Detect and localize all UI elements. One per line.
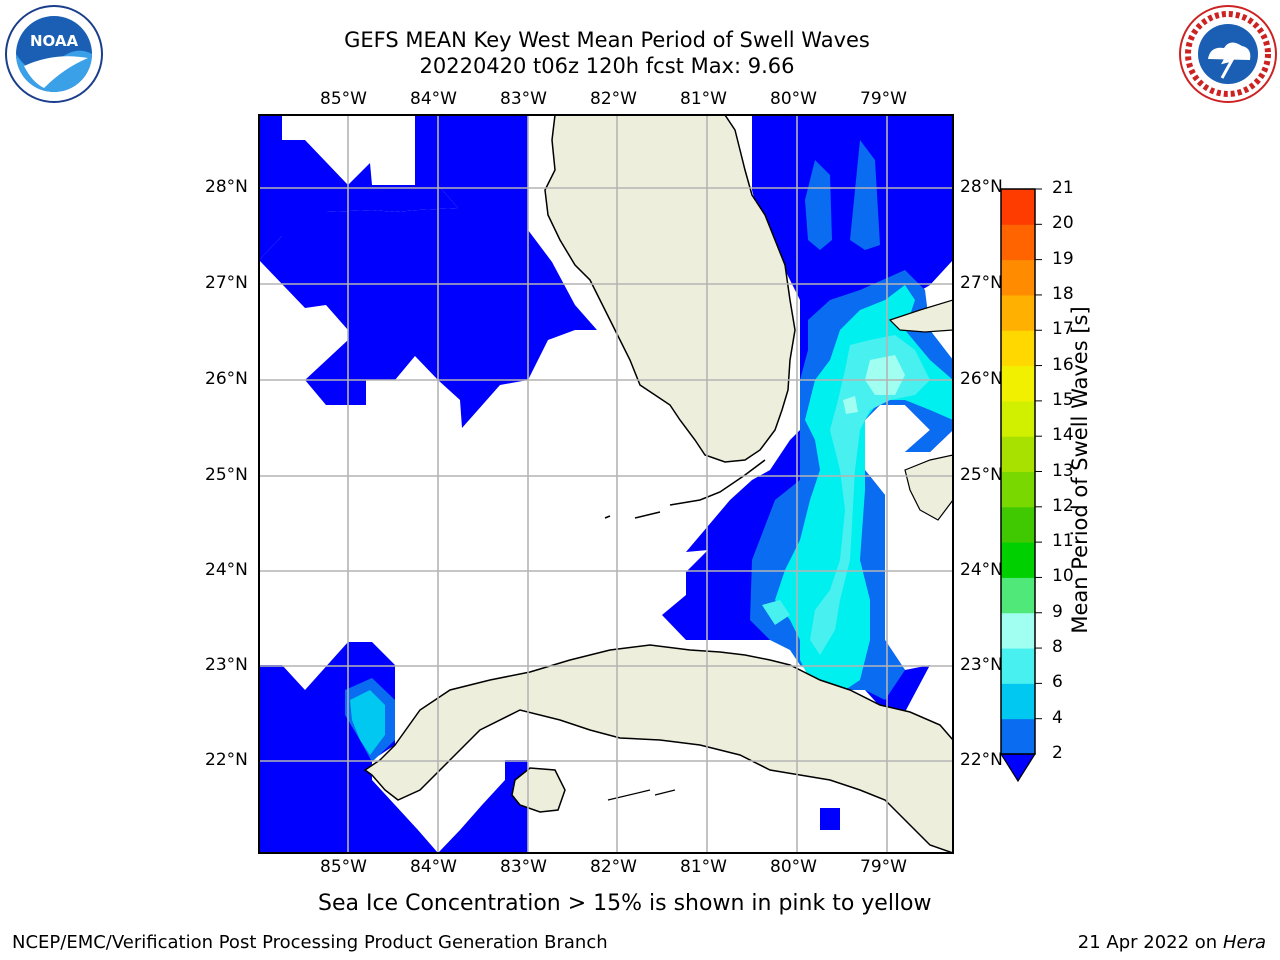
colorbar-segment [1001, 365, 1035, 402]
lon-label-top: 85°W [320, 89, 367, 109]
colorbar-tick-label: 20 [1052, 213, 1074, 234]
colorbar-segment [1001, 683, 1035, 720]
colorbar-tick-label: 8 [1052, 637, 1063, 658]
colorbar [1000, 188, 1042, 783]
lat-label-left: 27°N [205, 273, 248, 293]
footer-date: 21 Apr 2022 on Hera [1078, 932, 1266, 953]
colorbar-tick-label: 2 [1052, 743, 1063, 763]
lon-label-bottom: 85°W [320, 857, 367, 877]
sea-ice-caption: Sea Ice Concentration > 15% is shown in … [318, 891, 932, 916]
colorbar-segment [1001, 612, 1035, 649]
colorbar-segment [1001, 718, 1035, 755]
colorbar-tick-label: 15 [1052, 389, 1074, 410]
colorbar-segment [1001, 259, 1035, 296]
lat-label-left: 22°N [205, 750, 248, 770]
lat-label-right: 22°N [960, 750, 1003, 770]
colorbar-segment [1001, 189, 1035, 225]
colorbar-tick-label: 12 [1052, 495, 1074, 516]
noaa-logo: NOAA [5, 5, 103, 103]
title-line-2: 20220420 t06z 120h fcst Max: 9.66 [419, 54, 795, 78]
colorbar-label: Mean Period of Swell Waves [s] [1068, 306, 1092, 634]
footer-host: Hera [1222, 932, 1266, 953]
land [363, 115, 953, 853]
colorbar-tick-label: 10 [1052, 566, 1074, 587]
lon-label-bottom: 79°W [860, 857, 907, 877]
lat-label-left: 26°N [205, 369, 248, 389]
lon-label-bottom: 83°W [500, 857, 547, 877]
colorbar-segment [1001, 294, 1035, 331]
noaa-logo-text: NOAA [30, 32, 79, 50]
footer-date-text: 21 Apr 2022 on [1077, 932, 1223, 953]
chart-title: GEFS MEAN Key West Mean Period of Swell … [257, 27, 957, 79]
lon-label-top: 84°W [410, 89, 457, 109]
lon-label-top: 79°W [860, 89, 907, 109]
lat-label-left: 24°N [205, 560, 248, 580]
colorbar-tick-label: 9 [1052, 601, 1063, 622]
colorbar-segment [1001, 506, 1035, 543]
lon-label-bottom: 81°W [680, 857, 727, 877]
lon-label-top: 83°W [500, 89, 547, 109]
colorbar-tick-label: 19 [1052, 248, 1074, 269]
title-line-1: GEFS MEAN Key West Mean Period of Swell … [344, 28, 870, 52]
lon-label-bottom: 82°W [590, 857, 637, 877]
colorbar-segment [1001, 400, 1035, 437]
colorbar-segment [1001, 224, 1035, 261]
footer-branch: NCEP/EMC/Verification Post Processing Pr… [12, 932, 608, 953]
colorbar-segment [1001, 330, 1035, 367]
colorbar-tick-label: 13 [1052, 460, 1074, 481]
colorbar-tick-label: 21 [1052, 178, 1074, 198]
colorbar-tick-label: 11 [1052, 531, 1074, 552]
colorbar-segment [1001, 471, 1035, 508]
lat-label-left: 25°N [205, 465, 248, 485]
lat-label-left: 23°N [205, 655, 248, 675]
lat-label-right: 26°N [960, 369, 1003, 389]
colorbar-tick-label: 16 [1052, 354, 1074, 375]
lon-label-top: 82°W [590, 89, 637, 109]
lat-label-left: 28°N [205, 177, 248, 197]
colorbar-segment [1001, 577, 1035, 614]
lat-label-right: 28°N [960, 177, 1003, 197]
lon-label-bottom: 80°W [770, 857, 817, 877]
colorbar-tick-label: 4 [1052, 707, 1063, 728]
nws-logo [1179, 5, 1277, 103]
colorbar-tick-label: 14 [1052, 425, 1074, 446]
lat-label-right: 23°N [960, 655, 1003, 675]
colorbar-under-triangle [1000, 753, 1037, 783]
lat-label-right: 24°N [960, 560, 1003, 580]
colorbar-frame [1000, 188, 1036, 755]
colorbar-tick-label: 17 [1052, 319, 1074, 340]
lat-label-right: 27°N [960, 273, 1003, 293]
colorbar-segment [1001, 436, 1035, 472]
colorbar-tick-label: 18 [1052, 283, 1074, 304]
colorbar-segment [1001, 648, 1035, 684]
colorbar-tick-label: 6 [1052, 672, 1063, 693]
lon-label-bottom: 84°W [410, 857, 457, 877]
map-frame [258, 114, 954, 854]
lon-label-top: 80°W [770, 89, 817, 109]
colorbar-segment [1001, 542, 1035, 578]
lat-label-right: 25°N [960, 465, 1003, 485]
graticule [259, 115, 953, 853]
lon-label-top: 81°W [680, 89, 727, 109]
